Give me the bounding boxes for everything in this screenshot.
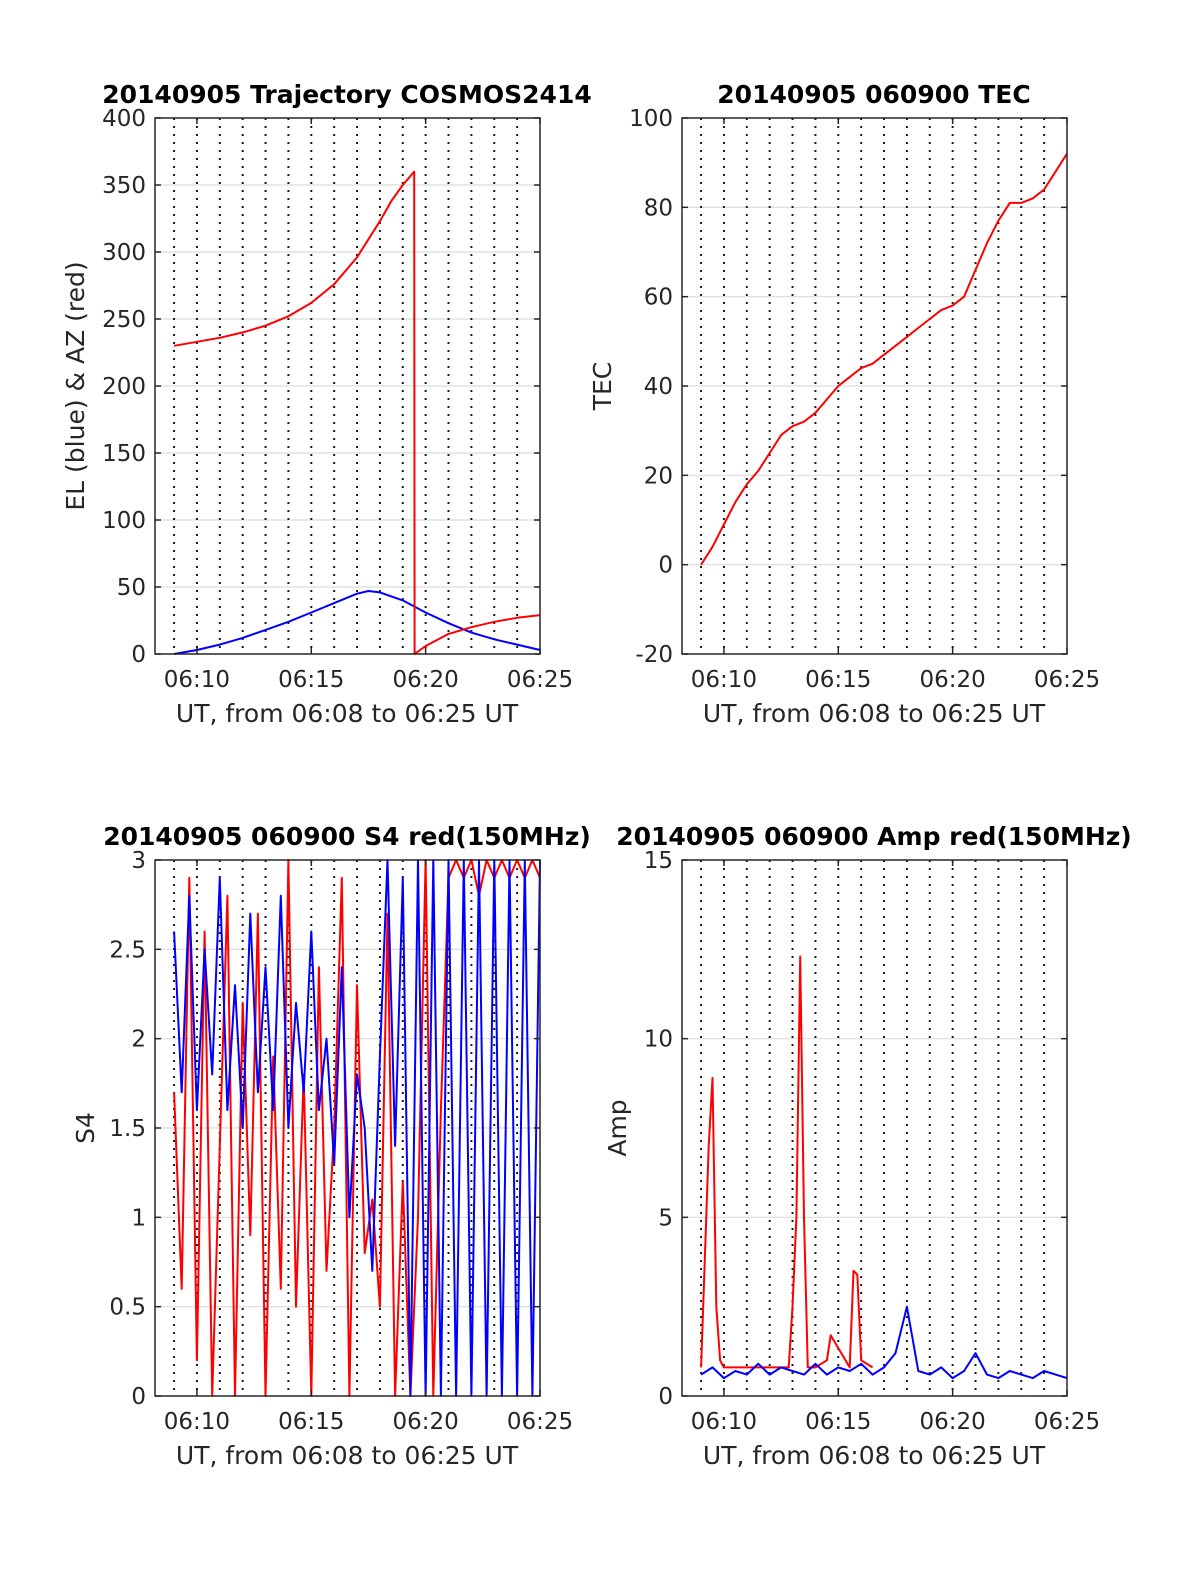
trajectory-xtick-label-2: 06:20 — [392, 667, 458, 693]
amp-xtick-label-1: 06:15 — [805, 1409, 871, 1435]
s4-xlabel: UT, from 06:08 to 06:25 UT — [176, 1441, 519, 1470]
s4-ylabel: S4 — [71, 1112, 100, 1144]
trajectory-xlabel: UT, from 06:08 to 06:25 UT — [176, 699, 519, 728]
trajectory-xtick-label-3: 06:25 — [507, 667, 573, 693]
panel-trajectory: 20140905 Trajectory COSMOS2414 0 50 100 150… — [61, 80, 592, 728]
tec-title: 20140905 060900 TEC — [717, 80, 1030, 109]
trajectory-ytick-label-2: 100 — [102, 508, 146, 534]
trajectory-ytick-label-0: 0 — [131, 642, 146, 668]
amp-ytick-label-2: 10 — [644, 1027, 673, 1053]
trajectory-title: 20140905 Trajectory COSMOS2414 — [102, 80, 592, 109]
amp-title: 20140905 060900 Amp red(150MHz) — [616, 822, 1132, 851]
tec-ytick-label-2: 20 — [644, 463, 673, 489]
trajectory-ytick-label-8: 400 — [102, 106, 146, 132]
tec-ytick-label-5: 80 — [644, 195, 673, 221]
amp-ytick-label-3: 15 — [644, 848, 673, 874]
amp-axes-frame — [681, 859, 1068, 1397]
s4-xtick-label-0: 06:10 — [164, 1409, 230, 1435]
tec-xlabel: UT, from 06:08 to 06:25 UT — [703, 699, 1046, 728]
panel-amp: 20140905 060900 Amp red(150MHz) 0 5 10 15 06… — [603, 822, 1132, 1470]
s4-xtick-label-3: 06:25 — [507, 1409, 573, 1435]
s4-xtick-label-2: 06:20 — [392, 1409, 458, 1435]
tec-ytick-label-3: 40 — [644, 374, 673, 400]
s4-ytick-label-6: 3 — [131, 848, 146, 874]
amp-ytick-label-1: 5 — [658, 1205, 673, 1231]
amp-grid — [682, 860, 1067, 1396]
tec-xtick-label-1: 06:15 — [805, 667, 871, 693]
s4-ytick-label-1: 0.5 — [109, 1295, 146, 1321]
trajectory-ylabel: EL (blue) & AZ (red) — [61, 261, 90, 510]
amp-xtick-label-2: 06:20 — [919, 1409, 985, 1435]
tec-grid — [682, 118, 1067, 654]
tec-series-0 — [700, 153, 1068, 566]
tec-ytick-label-1: 0 — [658, 553, 673, 579]
panel-tec: 20140905 060900 TEC -20 0 20 40 60 80 100 06:10… — [588, 80, 1100, 728]
tec-lines — [700, 153, 1068, 566]
trajectory-ytick-label-3: 150 — [102, 441, 146, 467]
s4-title: 20140905 060900 S4 red(150MHz) — [103, 822, 591, 851]
s4-ytick-label-0: 0 — [131, 1384, 146, 1410]
amp-lines — [700, 955, 1068, 1380]
trajectory-xtick-label-0: 06:10 — [164, 667, 230, 693]
trajectory-lines — [173, 170, 541, 655]
s4-ticks: 0 0.5 1 1.5 2 2.5 3 06:10 06:15 06:20 06:25 — [109, 848, 573, 1435]
tec-ylabel: TEC — [588, 362, 617, 412]
trajectory-ytick-label-7: 350 — [102, 173, 146, 199]
amp-series-0 — [700, 955, 874, 1369]
trajectory-ticks: 0 50 100 150 200 250 300 350 400 06:10 06:15 06:20 0… — [102, 106, 573, 693]
s4-xtick-label-1: 06:15 — [278, 1409, 344, 1435]
tec-xtick-label-3: 06:25 — [1034, 667, 1100, 693]
trajectory-ytick-label-4: 200 — [102, 374, 146, 400]
amp-series-1 — [700, 1305, 1068, 1380]
trajectory-xtick-label-1: 06:15 — [278, 667, 344, 693]
s4-ytick-label-5: 2.5 — [109, 937, 146, 963]
amp-ylabel: Amp — [603, 1099, 632, 1156]
amp-ticks: 0 5 10 15 06:10 06:15 06:20 06:25 — [644, 848, 1100, 1435]
panel-s4: 20140905 060900 S4 red(150MHz) 0 0.5 1 1.5 2… — [71, 822, 591, 1470]
tec-xtick-label-2: 06:20 — [919, 667, 985, 693]
tec-ytick-label-6: 100 — [629, 106, 673, 132]
tec-xtick-label-0: 06:10 — [691, 667, 757, 693]
trajectory-ytick-label-6: 300 — [102, 240, 146, 266]
s4-ytick-label-3: 1.5 — [109, 1116, 146, 1142]
trajectory-ytick-label-1: 50 — [117, 575, 146, 601]
trajectory-ytick-label-5: 250 — [102, 307, 146, 333]
tec-ytick-label-0: -20 — [635, 642, 673, 668]
trajectory-series-1 — [173, 170, 541, 655]
amp-xtick-label-0: 06:10 — [691, 1409, 757, 1435]
s4-ytick-label-4: 2 — [131, 1027, 146, 1053]
amp-ytick-label-0: 0 — [658, 1384, 673, 1410]
trajectory-series-0 — [173, 590, 541, 655]
amp-xtick-label-3: 06:25 — [1034, 1409, 1100, 1435]
amp-xlabel: UT, from 06:08 to 06:25 UT — [703, 1441, 1046, 1470]
tec-ytick-label-4: 60 — [644, 285, 673, 311]
trajectory-grid — [155, 118, 540, 654]
tec-ticks: -20 0 20 40 60 80 100 06:10 06:15 06:20 06:25 — [629, 106, 1100, 693]
s4-ytick-label-2: 1 — [131, 1205, 146, 1231]
